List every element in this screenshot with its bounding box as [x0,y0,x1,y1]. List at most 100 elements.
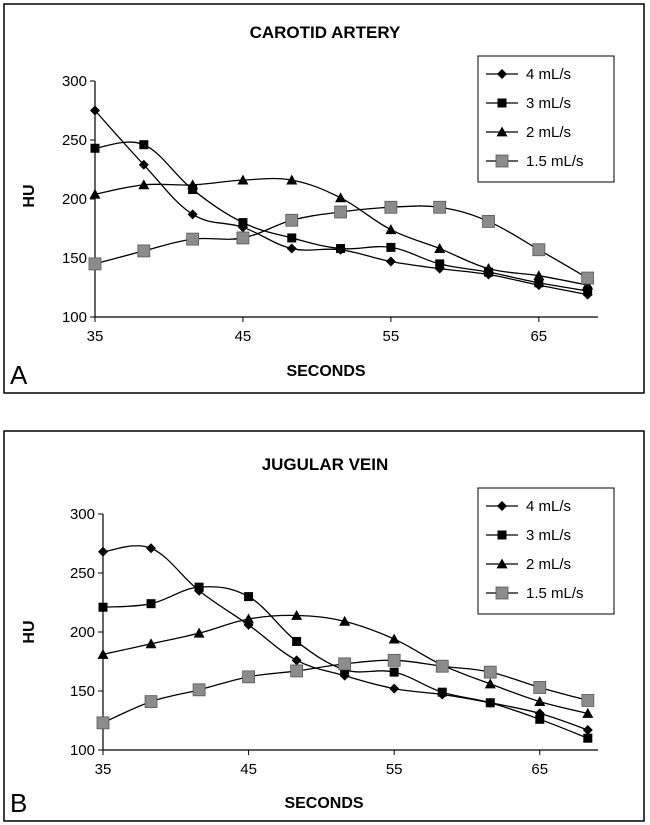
y-axis-label: HU [21,620,38,643]
legend-marker [495,586,509,600]
x-tick-label: 35 [95,761,112,778]
data-point [242,670,255,684]
data-point [583,286,593,296]
data-point [292,636,302,646]
data-point [385,256,396,267]
data-point [90,105,100,116]
data-point [144,695,158,709]
data-point [287,233,297,243]
legend-label: 1.5 mL/s [526,585,584,602]
data-point [389,667,399,677]
x-axis-label: SECONDS [284,795,363,812]
data-point [533,270,545,281]
data-point [192,683,206,697]
series-1-5-ml-s [88,200,595,285]
x-tick-label: 35 [87,328,104,345]
data-point [137,244,151,258]
x-tick-label: 45 [240,761,257,778]
data-point [534,696,546,707]
data-point [336,244,346,254]
legend-label: 3 mL/s [526,527,571,544]
data-point [188,185,198,195]
data-point [145,638,157,649]
data-point [532,243,546,257]
chart-title: JUGULAR VEIN [262,455,389,474]
data-point [146,543,157,554]
legend-label: 3 mL/s [526,95,571,112]
data-point [98,546,108,557]
data-point [187,209,198,220]
panel-letter: A [10,360,28,390]
legend-marker [497,69,507,79]
data-point [533,681,547,694]
data-point [483,665,497,679]
legend-marker [495,154,509,168]
data-point [236,231,250,245]
data-point [286,174,298,185]
data-point [581,694,595,707]
x-tick-label: 65 [531,761,548,778]
data-point [243,613,255,624]
data-point [385,224,397,235]
data-point [88,257,102,271]
data-point [582,279,594,290]
series-1-5-ml-s [96,653,595,730]
y-tick-label: 200 [70,624,95,641]
legend-label: 4 mL/s [526,66,571,83]
legend-label: 4 mL/s [526,498,571,515]
data-point [335,192,347,203]
y-tick-label: 150 [70,683,95,700]
data-point [193,627,205,638]
x-tick-label: 55 [386,761,403,778]
series-3-ml-s [90,140,593,296]
data-point [384,200,398,214]
y-tick-label: 100 [62,309,87,326]
data-point [186,232,200,246]
legend-marker [497,530,507,540]
legend: 4 mL/s 3 mL/s 2 mL/s 1.5 mL/s [477,55,615,183]
data-point [139,140,149,150]
data-point [482,215,495,228]
data-point [290,664,304,678]
data-point [291,655,302,666]
data-point [96,716,110,730]
panel-letter: B [10,788,27,818]
y-tick-label: 200 [62,191,87,208]
legend-marker [496,558,508,569]
data-point [437,687,447,697]
y-tick-label: 300 [62,73,87,90]
legend-marker [497,98,507,108]
data-point [90,143,100,153]
x-tick-label: 45 [235,328,252,345]
chart-title: CAROTID ARTERY [250,23,401,42]
legend-marker [497,501,507,511]
data-point [434,243,446,253]
data-point [388,633,400,644]
data-point [138,179,150,190]
data-point [582,707,594,718]
data-point [484,678,496,689]
data-point [98,602,108,612]
data-point [583,733,593,743]
data-point [138,159,149,170]
data-point [386,242,396,252]
data-point [338,657,352,671]
data-point [581,271,595,285]
panel-a: CAROTID ARTERY A SECONDS HU 100 150 200 250… [3,3,645,394]
data-point [97,648,109,659]
data-point [389,683,400,694]
data-point [285,213,299,227]
data-point [435,259,445,269]
data-point [291,609,303,620]
y-tick-label: 100 [70,742,95,759]
data-point [187,179,199,190]
legend-label: 2 mL/s [526,124,571,141]
data-point [339,615,351,626]
x-axis-label: SECONDS [286,363,365,380]
y-tick-label: 150 [62,250,87,267]
y-tick-label: 300 [70,506,95,523]
data-point [334,205,347,219]
legend-label: 1.5 mL/s [526,153,584,170]
data-point [286,243,297,254]
